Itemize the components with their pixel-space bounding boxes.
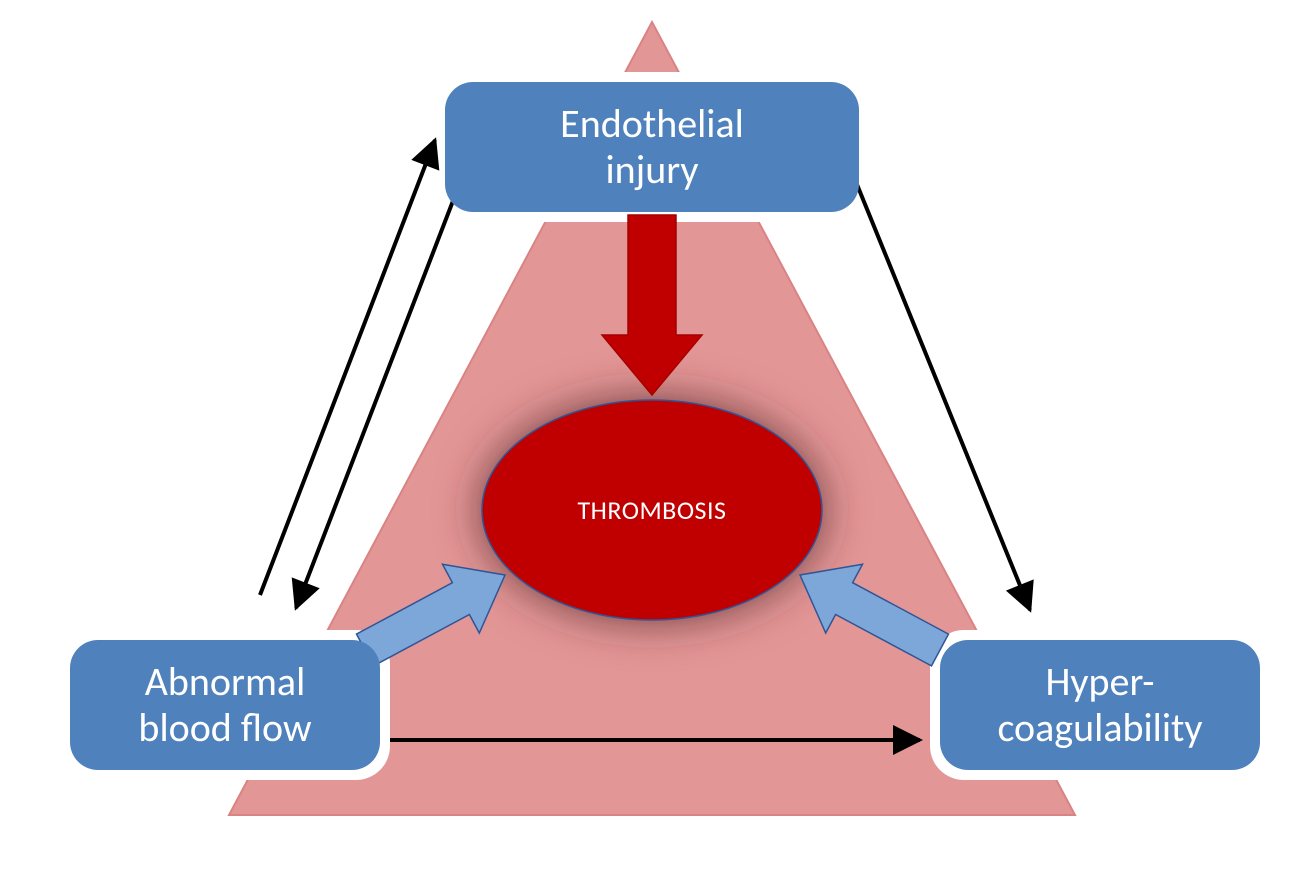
node-left-line2: blood flow [138, 705, 311, 751]
node-top-line1: Endothelial [560, 101, 744, 147]
node-right-line1: Hyper- [997, 659, 1202, 705]
node-abnormal-blood-flow: Abnormal blood flow [70, 640, 380, 770]
node-top-line2: injury [560, 147, 744, 193]
diagram-stage: Endothelial injury Abnormal blood flow H… [0, 0, 1305, 869]
center-label-text: THROMBOSIS [578, 494, 727, 526]
node-right-line2: coagulability [997, 705, 1202, 751]
center-label: THROMBOSIS [482, 400, 822, 620]
node-hyper-coagulability: Hyper- coagulability [940, 640, 1260, 770]
node-endothelial-injury: Endothelial injury [445, 82, 859, 212]
node-left-line1: Abnormal [138, 659, 311, 705]
